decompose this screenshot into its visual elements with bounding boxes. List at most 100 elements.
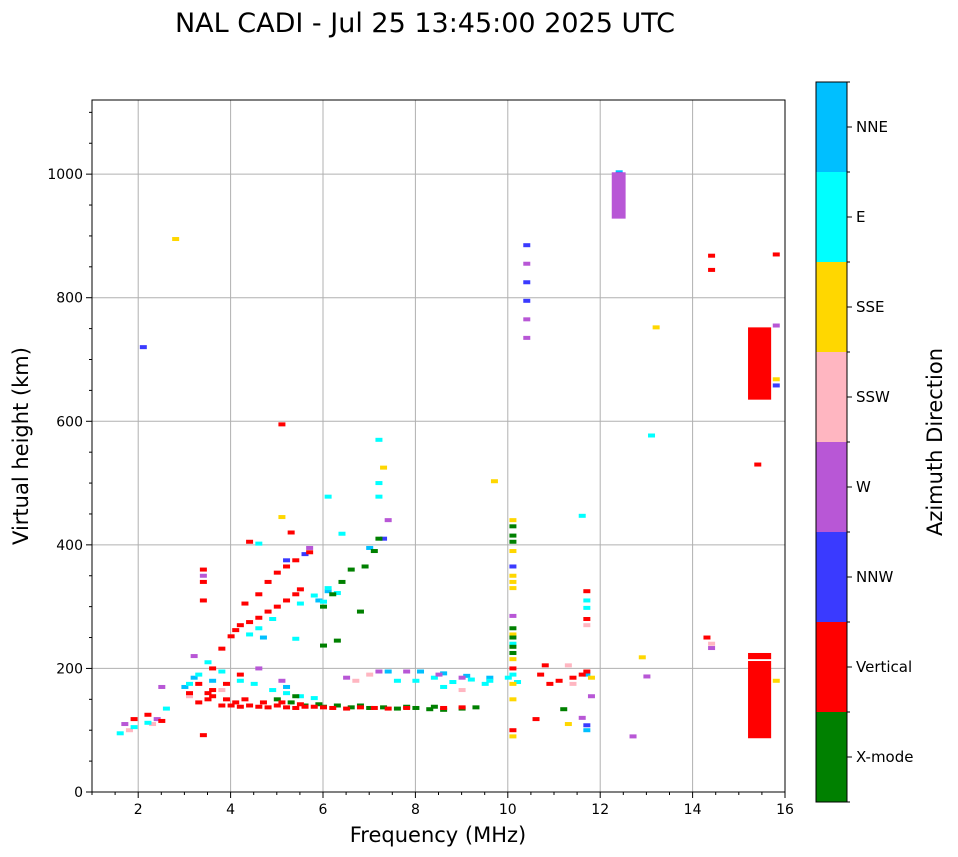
echo-point-vertical [583,617,591,621]
data-points [116,170,780,739]
echo-point-vertical [292,592,300,597]
echo-point-x-mode [347,567,355,572]
echo-point-vertical [255,615,263,620]
echo-point-e [449,680,457,685]
colorbar-segment-nnw [816,532,847,622]
echo-point-ssw [583,623,591,628]
echo-point-sse [490,479,498,484]
echo-point-w [523,335,531,340]
echo-point-sse [509,579,517,584]
echo-point-nnw [283,558,291,563]
echo-point-vertical [283,705,291,710]
echo-point-vertical [264,609,272,614]
echo-point-w [509,613,517,618]
echo-point-vertical [310,704,318,709]
echo-point-x-mode [560,707,568,712]
echo-point-vertical [241,601,249,606]
echo-point-w [384,518,392,523]
echo-point-vertical [583,669,591,674]
echo-point-vertical [209,694,217,699]
echo-point-vertical [246,620,254,625]
echo-point-nne [315,598,323,603]
echo-point-e [486,678,494,683]
echo-point-vertical [356,705,364,710]
echo-point-e [186,681,194,686]
echo-point-e [246,632,254,637]
echo-point-nnw [139,345,147,350]
echo-point-vertical [329,705,337,710]
echo-point-x-mode [375,536,383,541]
echo-point-e [333,591,341,596]
echo-point-w [121,722,129,727]
echo-point-x-mode [380,705,388,710]
echo-point-vertical [583,589,591,594]
echo-point-ssw [569,681,577,686]
echo-point-vertical [232,700,240,705]
echo-point-x-mode [370,549,378,554]
echo-point-e [412,678,420,683]
echo-point-w [255,666,263,671]
echo-point-vertical [227,703,235,708]
echo-point-w [708,646,716,651]
echo-point-x-mode [426,707,434,712]
echo-point-nnw [301,552,309,557]
echo-block-vertical [748,327,772,400]
echo-point-nne [583,672,591,677]
echo-point-w [199,573,207,578]
x-tick-label: 10 [499,802,517,818]
echo-point-nne [486,675,494,680]
echo-point-x-mode [320,643,327,648]
echo-point-ssw [366,672,374,677]
echo-point-vertical [273,703,281,708]
echo-point-e [144,720,152,725]
echo-point-w [190,654,198,659]
echo-point-sse [509,549,517,554]
echo-point-vertical [509,728,517,733]
echo-point-vertical [296,702,304,707]
echo-point-x-mode [509,644,517,649]
echo-point-e [292,636,300,641]
echo-point-vertical [703,635,711,640]
echo-point-vertical [241,697,249,702]
echo-point-vertical [509,666,517,671]
colorbar-tick-label: W [856,478,871,496]
echo-point-sse [509,518,517,523]
echo-point-nnw [523,243,531,248]
echo-point-sse [509,632,517,637]
echo-point-e [583,598,591,603]
echo-point-e [255,626,263,631]
echo-point-nnw [523,280,531,285]
echo-point-e [467,677,475,682]
echo-point-x-mode [361,564,369,569]
echo-point-vertical [199,567,207,572]
echo-point-x-mode [509,524,517,529]
echo-point-vertical [343,706,351,711]
echo-point-nne [463,673,471,678]
colorbar-tick-label: X-mode [856,748,913,766]
echo-point-sse [509,586,517,591]
echo-point-e [250,681,258,686]
echo-point-e [509,672,517,677]
y-tick-label: 800 [56,291,83,307]
echo-point-vertical [301,704,309,709]
echo-point-vertical [209,666,217,671]
echo-point-ssw [149,722,157,727]
colorbar-segment-w [816,442,847,532]
colorbar-label: Azimuth Direction [923,348,947,536]
echo-point-sse [772,678,780,683]
echo-point-sse [380,465,388,470]
echo-point-vertical [537,672,545,677]
echo-point-sse [772,377,780,382]
colorbar: X-mode Vertical NNW W SSW SSE E NNE [815,81,913,803]
echo-point-vertical [130,717,138,722]
echo-point-ssw [708,641,716,646]
x-tick-label: 12 [591,802,609,818]
echo-point-vertical [259,700,267,705]
echo-point-vertical [186,691,194,696]
echo-point-ssw [352,678,360,683]
echo-point-e [218,669,226,674]
x-tick-label: 8 [411,802,420,818]
echo-point-vertical [458,705,466,710]
echo-point-w [158,684,166,689]
echo-point-vertical [296,587,304,592]
